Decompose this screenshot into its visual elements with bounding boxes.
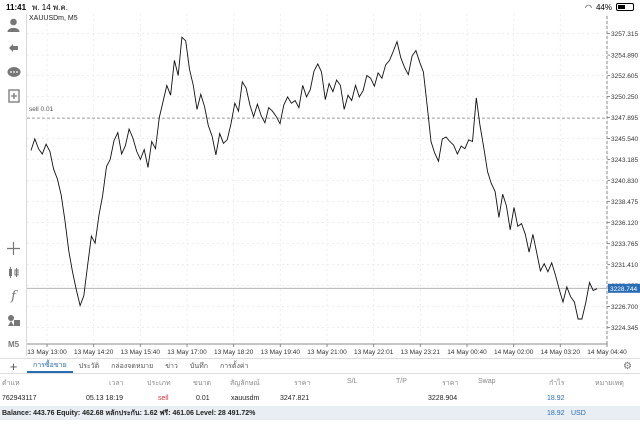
currency-label: USD	[571, 409, 586, 417]
candles-icon[interactable]	[5, 264, 22, 281]
header-type: ประเภท	[147, 380, 171, 387]
balance-bar: Balance: 443.76 Equity: 462.68 หลักประกั…	[0, 406, 640, 420]
terminal-tabs: + การซื้อขาย ประวัติ กล่องจดหมาย ข่าว บั…	[0, 358, 640, 374]
y-tick-label: 3233.765	[611, 241, 638, 248]
x-tick-label: 14 May 04:40	[587, 349, 627, 356]
y-tick-label: 3257.315	[611, 31, 638, 38]
size-cell: 0.01	[196, 395, 210, 402]
add-icon[interactable]: +	[9, 358, 18, 374]
header-current-price: ราคา	[442, 380, 459, 387]
chart-canvas: 3257.315 3254.890 3252.605 3250.250 3247.895…	[27, 14, 640, 356]
battery-percent: 44%	[595, 2, 612, 12]
chat-icon[interactable]	[5, 64, 22, 81]
user-icon[interactable]	[5, 16, 22, 33]
y-tick-label: 3254.890	[611, 53, 638, 60]
header-open-price: ราคา	[294, 380, 311, 387]
tab-journal[interactable]: บันทึก	[189, 362, 208, 370]
header-ticket: ตำแห	[2, 380, 20, 387]
y-tick-label: 3224.345	[611, 325, 638, 332]
tab-news[interactable]: ข่าว	[165, 362, 178, 370]
y-tick-label: 3252.605	[611, 73, 638, 80]
clock: 11:41	[6, 2, 27, 12]
current-price-label: 3228.744	[610, 286, 637, 293]
y-tick-label: 3231.410	[611, 262, 638, 269]
status-date: พ. 14 พ.ค.	[32, 2, 68, 12]
timeframe-icon[interactable]: M5	[7, 340, 20, 349]
type-cell: sell	[158, 395, 169, 402]
ticket-cell: 762943117	[2, 395, 37, 402]
crosshair-icon[interactable]	[5, 240, 22, 257]
header-sl: S/L	[347, 378, 358, 385]
x-tick-label: 13 May 18:20	[214, 349, 254, 356]
balance-summary: Balance: 443.76 Equity: 462.68 หลักประกั…	[2, 409, 256, 417]
header-size: ขนาด	[193, 380, 212, 387]
tab-history[interactable]: ประวัติ	[78, 362, 100, 370]
tab-settings[interactable]: การตั้งค่า	[219, 362, 249, 370]
new-order-icon[interactable]	[5, 87, 22, 104]
status-bar: 11:41 พ. 14 พ.ค. ◠ 44%	[0, 0, 640, 14]
profit-cell: 18.92	[547, 395, 565, 402]
x-tick-label: 13 May 19:40	[261, 349, 301, 356]
x-tick-label: 13 May 17:00	[167, 349, 207, 356]
chart-toolbar: f M5	[0, 14, 27, 356]
y-tick-label: 3226.700	[611, 304, 638, 311]
open-price-cell: 3247.821	[280, 395, 310, 402]
time-cell: 05.13 18:19	[86, 395, 123, 402]
header-tp: T/P	[396, 378, 407, 385]
objects-icon[interactable]	[5, 312, 22, 329]
x-tick-label: 13 May 13:00	[27, 349, 67, 356]
table-header: ตำแห เวลา ประเภท ขนาด สัญลักษณ์ ราคา S/L…	[0, 375, 640, 389]
price-series-line	[30, 36, 598, 320]
current-price-badge	[608, 283, 640, 293]
header-time: เวลา	[109, 380, 124, 387]
total-profit: 18.92	[547, 409, 565, 417]
x-tick-label: 14 May 03:20	[541, 349, 581, 356]
battery-icon	[616, 3, 634, 11]
y-tick-label: 3236.120	[611, 220, 638, 227]
x-tick-label: 13 May 23:21	[401, 349, 441, 356]
y-tick-label: 3247.895	[611, 115, 638, 122]
x-tick-label: 13 May 14:20	[74, 349, 114, 356]
trade-icon[interactable]	[5, 40, 22, 57]
price-chart[interactable]: 3257.315 3254.890 3252.605 3250.250 3247.895…	[27, 14, 640, 356]
symbol-cell: xauusdm	[231, 395, 260, 402]
y-tick-label: 3240.830	[611, 178, 638, 185]
current-price-cell: 3228.904	[428, 395, 458, 402]
y-tick-label: 3245.540	[611, 136, 638, 143]
sell-line-label: sell 0.01	[29, 106, 54, 113]
x-tick-label: 14 May 02:00	[494, 349, 534, 356]
table-row[interactable]: 762943117 05.13 18:19 sell 0.01 xauusdm …	[0, 392, 640, 406]
chart-symbol-label: XAUUSDm, M5	[29, 15, 78, 22]
x-tick-label: 13 May 15:40	[121, 349, 161, 356]
header-symbol: สัญลักษณ์	[230, 380, 260, 387]
y-tick-label: 3238.475	[611, 199, 638, 206]
header-comment: หมายเหตุ	[595, 380, 624, 387]
tab-trade[interactable]: การซื้อขาย	[27, 359, 73, 373]
wifi-icon: ◠	[585, 2, 592, 12]
y-tick-label: 3250.250	[611, 94, 638, 101]
indicators-icon[interactable]: f	[11, 289, 16, 304]
header-profit: กำไร	[549, 380, 565, 387]
settings-icon[interactable]: ⚙	[623, 360, 632, 372]
header-swap: Swap	[478, 378, 496, 385]
tab-mailbox[interactable]: กล่องจดหมาย	[111, 362, 154, 370]
x-tick-label: 14 May 00:40	[447, 349, 487, 356]
x-tick-label: 13 May 22:01	[354, 349, 394, 356]
y-tick-label: 3243.185	[611, 157, 638, 164]
x-tick-label: 13 May 21:00	[307, 349, 347, 356]
